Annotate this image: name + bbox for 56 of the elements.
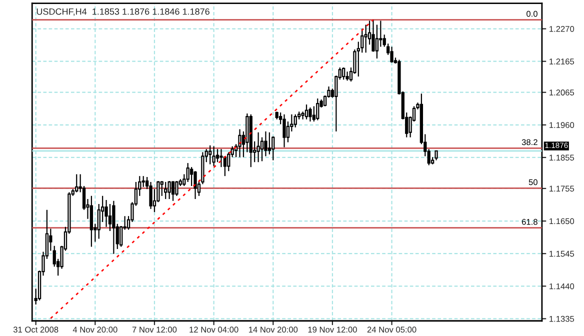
y-tick-label: 1.1755 bbox=[550, 186, 574, 192]
y-tick-label: 1.2065 bbox=[550, 90, 574, 96]
annotation: 50 bbox=[528, 179, 538, 186]
x-tick-label: 4 Nov 20:00 bbox=[72, 326, 118, 333]
annotation: 61.8 bbox=[522, 218, 538, 225]
candlestick bbox=[168, 180, 171, 200]
y-tick-label: 1.1855 bbox=[550, 154, 574, 161]
y-tick-label: 1.2270 bbox=[550, 26, 574, 32]
candlestick bbox=[434, 150, 438, 161]
candlestick bbox=[342, 66, 346, 80]
x-tick-label: 24 Nov 05:00 bbox=[367, 326, 416, 333]
y-tick-label: 1.1650 bbox=[550, 218, 574, 224]
y-tick-label: 1.2165 bbox=[550, 58, 574, 64]
candlestick bbox=[212, 146, 216, 167]
candlestick bbox=[282, 114, 286, 148]
candlestick bbox=[104, 199, 108, 228]
x-tick-label: 14 Nov 20:00 bbox=[248, 326, 298, 333]
candlestick bbox=[238, 128, 242, 158]
y-tick-label: 1.1545 bbox=[550, 250, 574, 257]
y-tick-label: 1.1440 bbox=[550, 283, 574, 290]
candlestick bbox=[308, 106, 312, 122]
x-tick-label: 12 Nov 04:00 bbox=[190, 326, 238, 333]
candlestick bbox=[75, 174, 78, 193]
x-tick-label: 19 Nov 12:00 bbox=[308, 326, 357, 333]
candlestick bbox=[379, 20, 382, 48]
annotation: 38.2 bbox=[522, 139, 538, 146]
candlestick bbox=[390, 46, 394, 64]
candlestick bbox=[260, 136, 264, 162]
candlestick bbox=[256, 132, 260, 163]
candlestick bbox=[112, 200, 116, 254]
candlestick bbox=[264, 130, 268, 157]
x-tick-label: 7 Nov 12:00 bbox=[132, 326, 177, 333]
candlestick bbox=[208, 144, 212, 165]
y-tick-label: 1.1960 bbox=[550, 122, 574, 128]
candlestick bbox=[294, 114, 297, 128]
candlestick bbox=[90, 195, 94, 248]
candlestick bbox=[120, 225, 123, 248]
candlestick bbox=[186, 162, 190, 183]
candlestick bbox=[142, 176, 145, 188]
candlestick bbox=[171, 180, 175, 202]
candlestick bbox=[272, 136, 275, 161]
candlestick bbox=[216, 148, 220, 163]
y-tick-label: 1.1335 bbox=[550, 316, 574, 322]
candlestick bbox=[194, 170, 197, 200]
candlestick bbox=[304, 104, 308, 120]
candlestick bbox=[227, 152, 230, 172]
candlestick bbox=[375, 24, 379, 60]
annotation: 0.0 bbox=[526, 10, 538, 17]
candlestick bbox=[164, 181, 168, 200]
candlestick bbox=[149, 181, 152, 210]
candlestick bbox=[364, 24, 368, 54]
chart-title: USDCHF,H4 1.1853 1.1876 1.1846 1.1876 bbox=[36, 8, 210, 16]
candlestick bbox=[108, 203, 112, 232]
candlestick bbox=[175, 180, 178, 196]
x-tick-label: 31 Oct 2008 bbox=[13, 326, 58, 333]
candlestick bbox=[316, 98, 320, 121]
